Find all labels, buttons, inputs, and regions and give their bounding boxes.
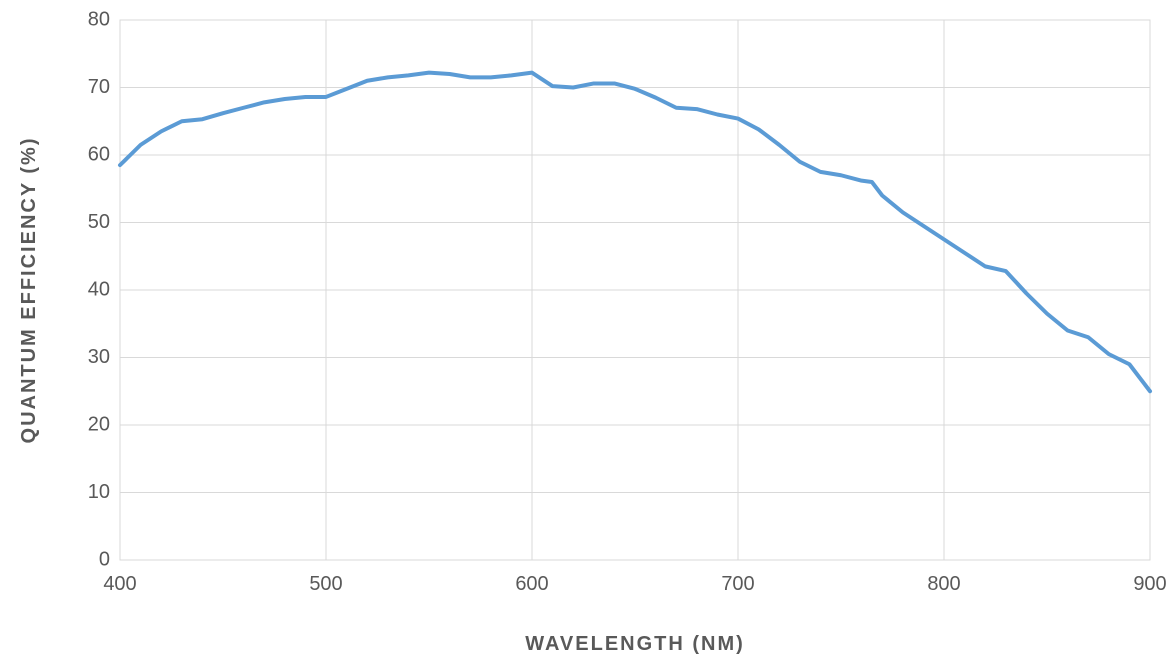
x-tick-label: 500: [309, 573, 342, 595]
y-tick-label: 20: [88, 413, 110, 435]
y-tick-label: 10: [88, 481, 110, 503]
qe-chart: 0 10 20 30 40 50 60 70 80 400 500 600 700 800 900 WAVEL…: [0, 0, 1175, 671]
y-tick-label: 60: [88, 143, 110, 165]
y-tick-label: 0: [99, 548, 110, 570]
x-tick-label: 900: [1133, 573, 1166, 595]
x-tick-label: 400: [103, 573, 136, 595]
x-tick-label: 700: [721, 573, 754, 595]
y-axis-label: QUANTUM EFFICIENCY (%): [18, 137, 40, 444]
x-axis-label: WAVELENGTH (NM): [525, 633, 745, 655]
y-tick-label: 50: [88, 211, 110, 233]
chart-svg: 0 10 20 30 40 50 60 70 80 400 500 600 700 800 900 WAVEL…: [0, 0, 1175, 671]
y-tick-label: 30: [88, 346, 110, 368]
y-tick-label: 70: [88, 76, 110, 98]
y-tick-label: 40: [88, 278, 110, 300]
x-tick-label: 800: [927, 573, 960, 595]
x-tick-label: 600: [515, 573, 548, 595]
y-tick-label: 80: [88, 8, 110, 30]
